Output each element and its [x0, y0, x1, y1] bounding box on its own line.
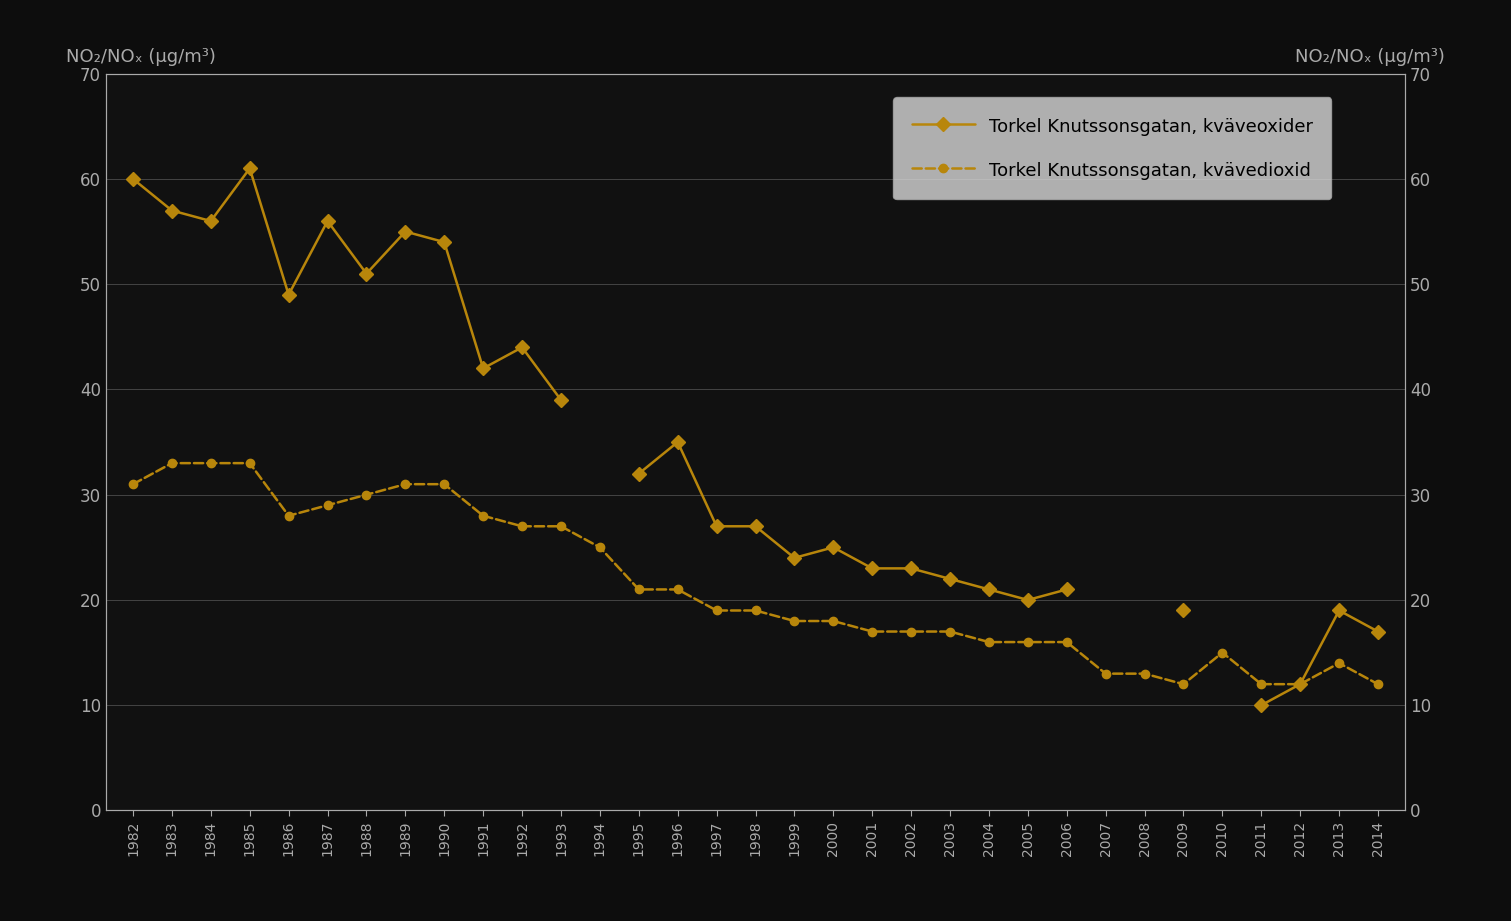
Torkel Knutssonsgatan, kvävedioxid	[941, 626, 959, 637]
Torkel Knutssonsgatan, kväveoxider	[435, 237, 453, 248]
Torkel Knutssonsgatan, kvävedioxid	[1058, 636, 1076, 647]
Torkel Knutssonsgatan, kväveoxider	[1290, 679, 1309, 690]
Torkel Knutssonsgatan, kvävedioxid	[396, 479, 414, 490]
Torkel Knutssonsgatan, kväveoxider	[1058, 584, 1076, 595]
Torkel Knutssonsgatan, kväveoxider	[669, 437, 688, 448]
Torkel Knutssonsgatan, kväveoxider	[823, 542, 842, 553]
Torkel Knutssonsgatan, kväveoxider	[746, 520, 765, 531]
Torkel Knutssonsgatan, kvävedioxid	[1018, 636, 1037, 647]
Torkel Knutssonsgatan, kvävedioxid	[1135, 668, 1153, 679]
Torkel Knutssonsgatan, kvävedioxid	[474, 510, 493, 521]
Torkel Knutssonsgatan, kvävedioxid	[514, 520, 532, 531]
Torkel Knutssonsgatan, kvävedioxid	[1097, 668, 1115, 679]
Torkel Knutssonsgatan, kvävedioxid	[1330, 658, 1348, 669]
Torkel Knutssonsgatan, kvävedioxid	[1253, 679, 1271, 690]
Torkel Knutssonsgatan, kväveoxider	[319, 216, 337, 227]
Torkel Knutssonsgatan, kväveoxider	[514, 342, 532, 353]
Torkel Knutssonsgatan, kvävedioxid	[240, 458, 258, 469]
Torkel Knutssonsgatan, kväveoxider	[707, 520, 725, 531]
Torkel Knutssonsgatan, kvävedioxid	[979, 636, 997, 647]
Torkel Knutssonsgatan, kväveoxider	[1174, 605, 1192, 616]
Y-axis label: NO₂/NOₓ (μg/m³): NO₂/NOₓ (μg/m³)	[66, 48, 216, 66]
Torkel Knutssonsgatan, kvävedioxid	[707, 605, 725, 616]
Torkel Knutssonsgatan, kvävedioxid	[746, 605, 765, 616]
Torkel Knutssonsgatan, kväveoxider	[240, 163, 258, 174]
Torkel Knutssonsgatan, kvävedioxid	[124, 479, 142, 490]
Legend: Torkel Knutssonsgatan, kväveoxider, Torkel Knutssonsgatan, kvävedioxid: Torkel Knutssonsgatan, kväveoxider, Tork…	[893, 98, 1331, 199]
Torkel Knutssonsgatan, kvävedioxid	[1369, 679, 1387, 690]
Torkel Knutssonsgatan, kvävedioxid	[1174, 679, 1192, 690]
Torkel Knutssonsgatan, kvävedioxid	[902, 626, 920, 637]
Torkel Knutssonsgatan, kväveoxider	[280, 289, 298, 300]
Torkel Knutssonsgatan, kväveoxider	[630, 468, 648, 479]
Torkel Knutssonsgatan, kvävedioxid	[435, 479, 453, 490]
Torkel Knutssonsgatan, kväveoxider	[396, 226, 414, 237]
Torkel Knutssonsgatan, kväveoxider	[1018, 594, 1037, 605]
Torkel Knutssonsgatan, kväveoxider	[124, 173, 142, 184]
Torkel Knutssonsgatan, kvävedioxid	[863, 626, 881, 637]
Torkel Knutssonsgatan, kvävedioxid	[823, 615, 842, 626]
Torkel Knutssonsgatan, kväveoxider	[202, 216, 221, 227]
Line: Torkel Knutssonsgatan, kvävedioxid: Torkel Knutssonsgatan, kvävedioxid	[128, 459, 1383, 688]
Torkel Knutssonsgatan, kväveoxider	[1330, 605, 1348, 616]
Torkel Knutssonsgatan, kväveoxider	[474, 363, 493, 374]
Torkel Knutssonsgatan, kvävedioxid	[202, 458, 221, 469]
Torkel Knutssonsgatan, kväveoxider	[786, 553, 804, 564]
Torkel Knutssonsgatan, kväveoxider	[1253, 700, 1271, 711]
Torkel Knutssonsgatan, kväveoxider	[941, 574, 959, 585]
Torkel Knutssonsgatan, kväveoxider	[358, 268, 376, 279]
Torkel Knutssonsgatan, kvävedioxid	[280, 510, 298, 521]
Torkel Knutssonsgatan, kvävedioxid	[1290, 679, 1309, 690]
Torkel Knutssonsgatan, kvävedioxid	[786, 615, 804, 626]
Torkel Knutssonsgatan, kvävedioxid	[552, 520, 570, 531]
Torkel Knutssonsgatan, kväveoxider	[163, 205, 181, 216]
Torkel Knutssonsgatan, kvävedioxid	[163, 458, 181, 469]
Torkel Knutssonsgatan, kvävedioxid	[358, 489, 376, 500]
Torkel Knutssonsgatan, kväveoxider	[552, 394, 570, 405]
Line: Torkel Knutssonsgatan, kväveoxider: Torkel Knutssonsgatan, kväveoxider	[128, 164, 1383, 710]
Torkel Knutssonsgatan, kvävedioxid	[669, 584, 688, 595]
Torkel Knutssonsgatan, kvävedioxid	[630, 584, 648, 595]
Torkel Knutssonsgatan, kvävedioxid	[1213, 647, 1231, 659]
Torkel Knutssonsgatan, kväveoxider	[863, 563, 881, 574]
Torkel Knutssonsgatan, kväveoxider	[1369, 626, 1387, 637]
Torkel Knutssonsgatan, kväveoxider	[979, 584, 997, 595]
Torkel Knutssonsgatan, kväveoxider	[902, 563, 920, 574]
Torkel Knutssonsgatan, kvävedioxid	[319, 500, 337, 511]
Torkel Knutssonsgatan, kvävedioxid	[591, 542, 609, 553]
Y-axis label: NO₂/NOₓ (μg/m³): NO₂/NOₓ (μg/m³)	[1295, 48, 1445, 66]
